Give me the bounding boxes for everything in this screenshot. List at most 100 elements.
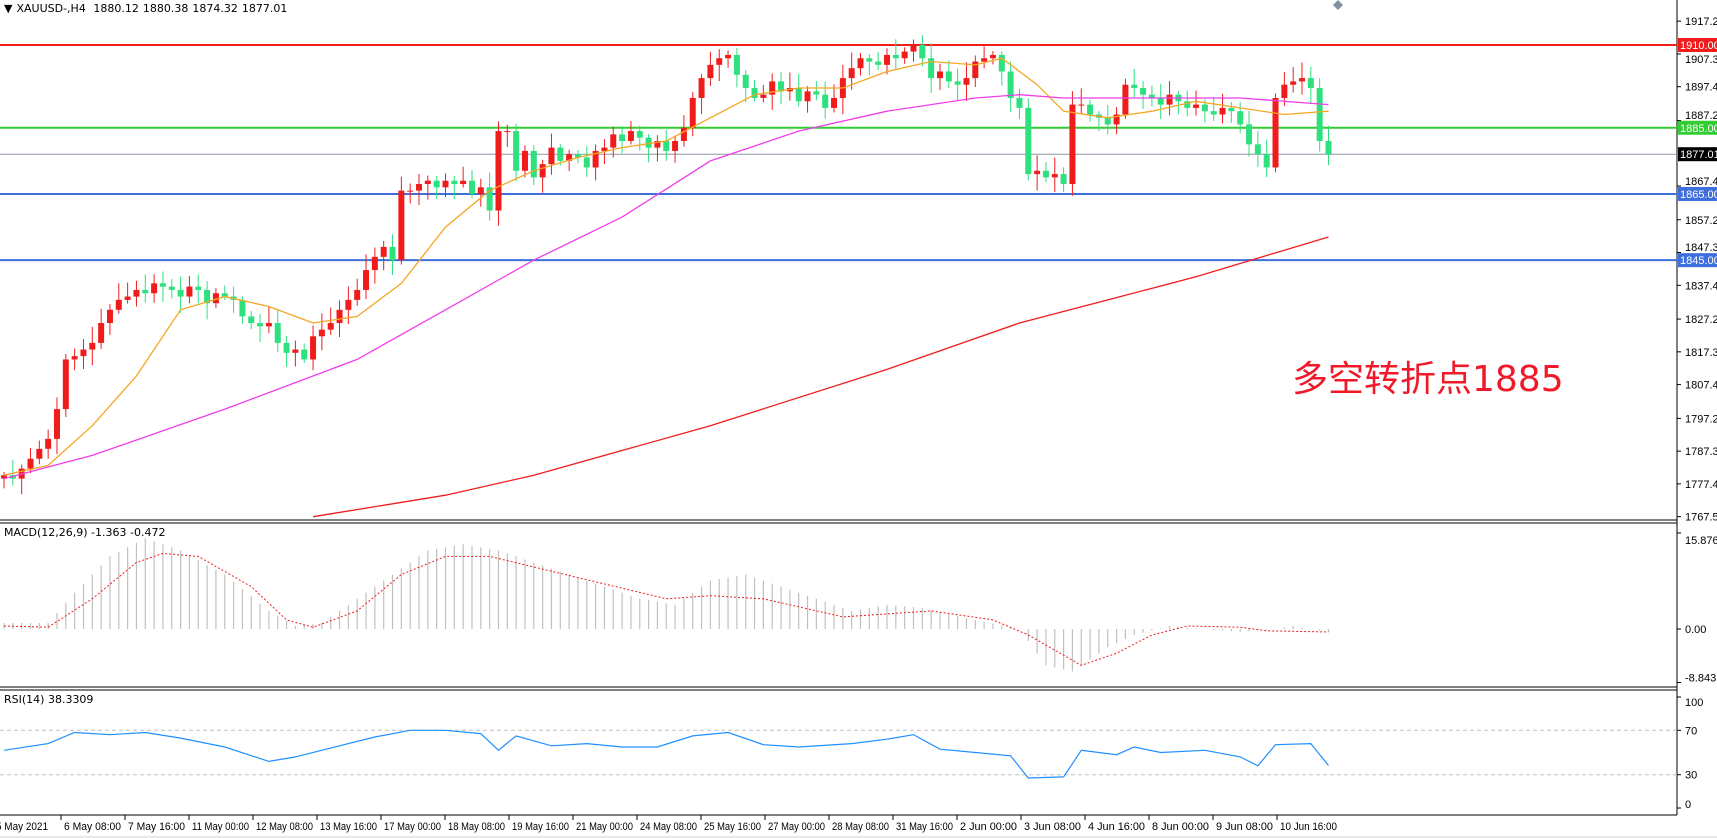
- candle-body: [769, 81, 776, 95]
- price-tick-label: 1767.50: [1685, 512, 1717, 524]
- candle-body: [513, 131, 520, 171]
- candle-body: [610, 134, 617, 148]
- candle-body: [548, 147, 555, 165]
- rsi-label: RSI(14) 38.3309: [4, 693, 94, 706]
- candle-body: [583, 157, 590, 168]
- time-tick-label: 24 May 08:00: [640, 821, 697, 833]
- candle-body: [831, 97, 838, 108]
- annotation-text: 多空转折点1885: [1292, 359, 1564, 400]
- macd-tick-label: 15.876: [1685, 535, 1717, 547]
- time-tick-label: 10 Jun 16:00: [1280, 821, 1337, 833]
- candle-body: [416, 184, 423, 191]
- candle-body: [1325, 140, 1332, 155]
- candle-body: [98, 323, 105, 343]
- price-level-tag: [1678, 120, 1717, 135]
- time-tick-label: 11 May 00:00: [192, 821, 249, 833]
- price-tick-label: 1827.20: [1685, 314, 1717, 326]
- candle-body: [619, 134, 626, 141]
- candle-body: [1007, 71, 1014, 98]
- candle-body: [1087, 104, 1094, 115]
- price-level-tag-label: 1910.00: [1680, 40, 1717, 52]
- rsi-tick-label: 70: [1685, 725, 1697, 737]
- time-tick-label: 7 May 16:00: [128, 821, 185, 833]
- candle-body: [1016, 97, 1023, 108]
- candle-body: [468, 180, 475, 194]
- candle-body: [654, 140, 661, 148]
- candle-body: [760, 94, 767, 98]
- time-tick-label: 5 May 2021: [0, 821, 48, 833]
- candle-body: [751, 88, 758, 98]
- candle-body: [424, 180, 431, 185]
- candle-body: [716, 58, 723, 65]
- candle-body: [822, 94, 829, 108]
- status-strip: [0, 836, 1717, 838]
- candle-body: [884, 54, 890, 65]
- candle-body: [124, 296, 131, 300]
- time-tick-label: 19 May 16:00: [512, 821, 569, 833]
- time-tick-label: 12 May 08:00: [256, 821, 313, 833]
- time-tick-label: 17 May 00:00: [384, 821, 441, 833]
- time-tick-label: 2 Jun 00:00: [960, 821, 1017, 833]
- candle-body: [928, 58, 935, 79]
- candle-body: [345, 299, 352, 310]
- candle-body: [71, 356, 78, 360]
- candle-body: [212, 293, 219, 304]
- candle-body: [1148, 94, 1155, 98]
- macd-tick-label: -8.843: [1685, 673, 1716, 685]
- moving-average-line: [3, 57, 1329, 476]
- candle-body: [195, 286, 202, 290]
- candle-body: [795, 88, 802, 102]
- candle-body: [1184, 101, 1191, 108]
- candle-body: [989, 54, 996, 59]
- price-level-tag: [1678, 253, 1717, 268]
- macd-signal-line: [3, 552, 1329, 666]
- candle-body: [133, 289, 140, 297]
- candle-body: [566, 154, 573, 161]
- candle-body: [892, 54, 899, 59]
- candle-body: [36, 448, 43, 459]
- candle-body: [1210, 111, 1217, 115]
- candle-body: [901, 51, 908, 59]
- candle-body: [1290, 81, 1297, 85]
- candle-body: [115, 299, 122, 310]
- time-tick-label: 8 Jun 00:00: [1152, 821, 1209, 833]
- price-level-tag-label: 1865.00: [1680, 189, 1717, 201]
- candle-body: [1281, 84, 1288, 98]
- candle-body: [1051, 174, 1058, 178]
- candle-body: [1078, 104, 1085, 106]
- candle-body: [389, 246, 396, 261]
- time-tick-label: 13 May 16:00: [320, 821, 377, 833]
- candle-body: [1254, 144, 1261, 155]
- candle-body: [371, 256, 378, 271]
- candle-body: [875, 61, 882, 65]
- price-level-tag: [1678, 147, 1717, 162]
- price-level-tag-label: 1885.00: [1680, 123, 1717, 135]
- candle-body: [698, 78, 705, 98]
- price-tick-label: 1817.30: [1685, 347, 1717, 359]
- time-tick-label: 4 Jun 16:00: [1088, 821, 1145, 833]
- candle-body: [62, 359, 69, 410]
- rsi-tick-label: 30: [1685, 770, 1697, 782]
- triangle-down-icon[interactable]: ▼: [4, 2, 13, 15]
- time-tick-label: 18 May 08:00: [448, 821, 505, 833]
- candle-body: [645, 137, 652, 148]
- candle-body: [981, 58, 988, 62]
- candle-body: [1042, 170, 1049, 178]
- candle-body: [663, 140, 670, 151]
- time-tick-label: 27 May 00:00: [768, 821, 825, 833]
- candle-body: [89, 342, 96, 350]
- time-tick-label: 6 May 08:00: [64, 821, 121, 833]
- candle-body: [248, 316, 255, 324]
- candle-body: [1219, 107, 1226, 115]
- symbol-timeframe: XAUUSD-,H4: [16, 2, 86, 15]
- price-tick-label: 1887.20: [1685, 110, 1717, 122]
- candle-body: [1299, 78, 1306, 82]
- candle-body: [592, 150, 599, 168]
- candle-body: [733, 54, 740, 75]
- candle-body: [636, 131, 643, 138]
- candle-body: [310, 336, 317, 360]
- candle-body: [1140, 88, 1147, 95]
- candle-body: [486, 187, 493, 211]
- candle-body: [530, 150, 537, 178]
